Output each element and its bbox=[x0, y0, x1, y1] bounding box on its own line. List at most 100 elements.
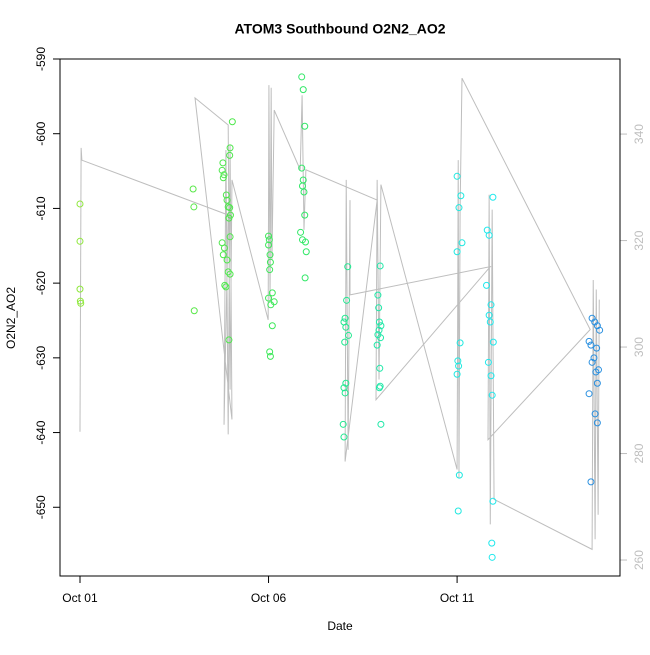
point bbox=[453, 248, 461, 256]
point bbox=[265, 241, 273, 249]
point bbox=[226, 144, 234, 152]
point bbox=[268, 322, 276, 330]
point bbox=[588, 358, 596, 366]
plot-frame bbox=[59, 58, 621, 577]
point bbox=[375, 318, 383, 326]
point bbox=[76, 237, 84, 245]
point bbox=[265, 236, 273, 244]
x-tick-label: Oct 01 bbox=[62, 591, 98, 605]
y2-tick-label: 340 bbox=[632, 124, 646, 144]
point bbox=[343, 296, 351, 304]
point bbox=[266, 352, 274, 360]
point bbox=[300, 188, 308, 196]
point bbox=[226, 270, 234, 278]
point bbox=[341, 314, 349, 322]
point bbox=[190, 203, 198, 211]
point bbox=[587, 341, 595, 349]
y-tick-label: -610 bbox=[34, 196, 48, 220]
y2-tick-label: 300 bbox=[632, 337, 646, 357]
point bbox=[340, 433, 348, 441]
point bbox=[485, 231, 493, 239]
point bbox=[299, 86, 307, 94]
point bbox=[301, 274, 309, 282]
point bbox=[222, 191, 230, 199]
point bbox=[225, 336, 233, 344]
point bbox=[342, 379, 350, 387]
point bbox=[225, 214, 233, 222]
point bbox=[585, 390, 593, 398]
point bbox=[377, 334, 385, 342]
point bbox=[226, 204, 234, 212]
point bbox=[488, 539, 496, 547]
point bbox=[375, 326, 383, 334]
point bbox=[375, 304, 383, 312]
point bbox=[76, 200, 84, 208]
point bbox=[226, 151, 234, 159]
point bbox=[376, 364, 384, 372]
point bbox=[455, 362, 463, 370]
point bbox=[484, 358, 492, 366]
point bbox=[228, 118, 236, 126]
y-tick-label: -650 bbox=[34, 495, 48, 519]
y2-tick-label: 320 bbox=[632, 230, 646, 250]
point bbox=[489, 497, 497, 505]
point bbox=[488, 391, 496, 399]
y-tick-label: -640 bbox=[34, 420, 48, 444]
point bbox=[219, 159, 227, 167]
point bbox=[221, 281, 229, 289]
y-axis-label: O2N2_AO2 bbox=[4, 287, 18, 349]
point bbox=[587, 478, 595, 486]
point bbox=[590, 354, 598, 362]
point bbox=[266, 266, 274, 274]
point bbox=[454, 357, 462, 365]
point bbox=[456, 339, 464, 347]
point bbox=[454, 507, 462, 515]
point bbox=[297, 228, 305, 236]
point bbox=[189, 185, 197, 193]
point bbox=[266, 258, 274, 266]
y-tick-label: -620 bbox=[34, 271, 48, 295]
point bbox=[377, 420, 385, 428]
point bbox=[487, 372, 495, 380]
point bbox=[489, 193, 497, 201]
point bbox=[341, 389, 349, 397]
point bbox=[593, 344, 601, 352]
point bbox=[489, 338, 497, 346]
point bbox=[302, 248, 310, 256]
point bbox=[341, 338, 349, 346]
point bbox=[485, 311, 493, 319]
point bbox=[267, 301, 275, 309]
point bbox=[339, 420, 347, 428]
point bbox=[488, 553, 496, 561]
point bbox=[342, 323, 350, 331]
point bbox=[593, 379, 601, 387]
y2-line bbox=[79, 77, 600, 551]
point bbox=[223, 256, 231, 264]
point bbox=[76, 285, 84, 293]
point bbox=[340, 384, 348, 392]
point bbox=[458, 239, 466, 247]
point bbox=[596, 326, 604, 334]
point bbox=[220, 244, 228, 252]
point bbox=[220, 171, 228, 179]
y2-tick-label: 280 bbox=[632, 443, 646, 463]
x-tick-label: Oct 06 bbox=[251, 591, 287, 605]
point bbox=[593, 419, 601, 427]
y-tick-label: -600 bbox=[34, 121, 48, 145]
point bbox=[455, 204, 463, 212]
point bbox=[266, 251, 274, 259]
y-tick-label: -630 bbox=[34, 346, 48, 370]
point bbox=[374, 291, 382, 299]
point bbox=[298, 164, 306, 172]
y-tick-label: -590 bbox=[34, 47, 48, 71]
point bbox=[301, 211, 309, 219]
point bbox=[344, 331, 352, 339]
chart-title: ATOM3 Southbound O2N2_AO2 bbox=[234, 21, 445, 37]
point bbox=[455, 471, 463, 479]
point bbox=[223, 196, 231, 204]
point bbox=[453, 370, 461, 378]
x-axis-label: Date bbox=[327, 619, 353, 633]
point bbox=[585, 337, 593, 345]
